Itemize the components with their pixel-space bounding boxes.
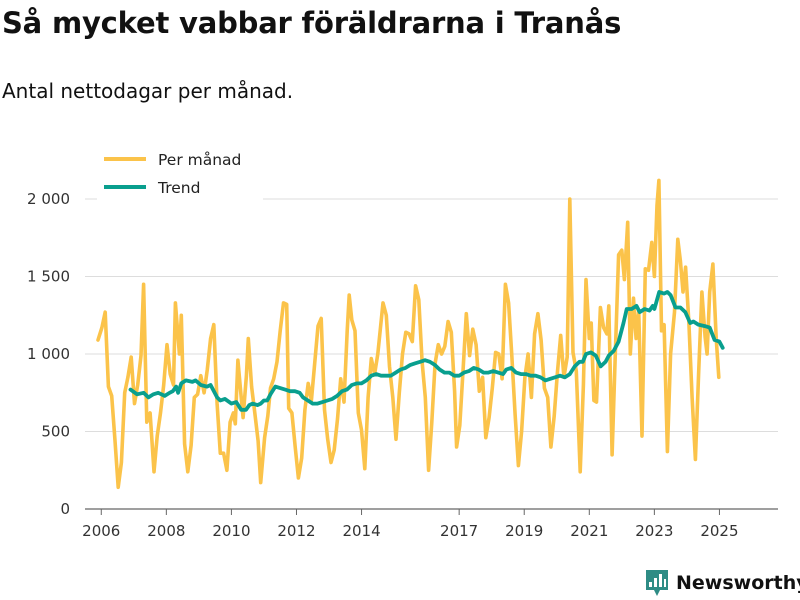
legend-label-trend: Trend bbox=[157, 179, 200, 197]
newsworthy-logo-text: Newsworthy bbox=[676, 572, 800, 594]
legend: Per månad Trend bbox=[97, 146, 263, 202]
x-tick-label: 2010 bbox=[212, 522, 250, 540]
x-tick-label: 2012 bbox=[277, 522, 315, 540]
x-tick-label: 2019 bbox=[505, 522, 543, 540]
chart-subtitle: Antal nettodagar per månad. bbox=[2, 79, 294, 103]
y-tick-label: 0 bbox=[60, 500, 70, 518]
y-tick-label: 1 000 bbox=[27, 345, 70, 363]
newsworthy-logo[interactable]: Newsworthy bbox=[644, 568, 800, 598]
newsworthy-logo-icon bbox=[646, 570, 668, 596]
x-tick-label: 2023 bbox=[635, 522, 673, 540]
x-tick-label: 2017 bbox=[440, 522, 478, 540]
legend-label-per-manad: Per månad bbox=[158, 151, 241, 169]
y-tick-label: 2 000 bbox=[27, 190, 70, 208]
x-tick-label: 2021 bbox=[570, 522, 608, 540]
series-line-per-manad bbox=[96, 178, 721, 490]
legend-background bbox=[97, 146, 263, 202]
series-lines bbox=[96, 178, 725, 490]
x-tick-label: 2008 bbox=[147, 522, 185, 540]
chart-title: Så mycket vabbar föräldrarna i Tranås bbox=[2, 6, 622, 40]
x-tick-label: 2014 bbox=[342, 522, 380, 540]
x-tick-label: 2006 bbox=[82, 522, 120, 540]
x-tick-label: 2025 bbox=[700, 522, 738, 540]
axes: 0 500 1 000 1 500 2 000 2006 2008 2010 2012 2014 2… bbox=[27, 190, 738, 540]
y-tick-label: 1 500 bbox=[27, 268, 70, 286]
series-line-trend bbox=[128, 290, 725, 412]
y-tick-label: 500 bbox=[41, 423, 70, 441]
